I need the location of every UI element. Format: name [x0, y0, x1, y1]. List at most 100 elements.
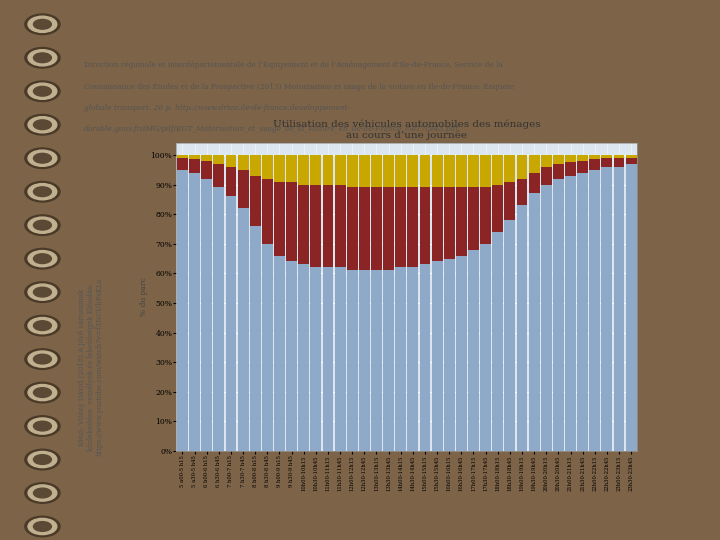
Text: Párizsi régió, a gépkocsik tartózkodási helye reggel 6-tól éjfélig 15 percenként: Párizsi régió, a gépkocsik tartózkodási … [84, 476, 477, 486]
Ellipse shape [24, 181, 60, 202]
Bar [238, 170, 248, 208]
Ellipse shape [24, 48, 60, 68]
Ellipse shape [28, 50, 57, 66]
Bar [626, 155, 636, 158]
Ellipse shape [33, 388, 51, 397]
Ellipse shape [28, 384, 57, 401]
Bar [202, 179, 212, 451]
Ellipse shape [28, 451, 57, 468]
Bar [528, 173, 539, 193]
Bar [189, 173, 200, 451]
Bar [225, 167, 236, 197]
Bar [492, 232, 503, 451]
Bar [262, 155, 273, 179]
Bar [420, 155, 431, 187]
Bar [310, 185, 321, 267]
Bar [225, 155, 236, 167]
Bar [432, 187, 443, 261]
Y-axis label: % du parc: % du parc [140, 278, 148, 316]
Bar [432, 155, 443, 187]
Ellipse shape [33, 354, 51, 364]
Bar [432, 261, 443, 451]
Text: Idézi: Vitézy Dávid (2018) A jövő városainak
közlekedése: veszélyek és lehetőség: Idézi: Vitézy Dávid (2018) A jövő városa… [78, 278, 104, 456]
Bar [528, 193, 539, 451]
Bar [516, 205, 528, 451]
Bar [213, 187, 225, 451]
Bar [408, 267, 418, 451]
Text: Direction régionale et interdépartementale de l’Équipement et de l’Aménagement d: Direction régionale et interdépartementa… [84, 60, 503, 70]
Text: globale transport. 26 p. http://www.driea.ile-de-france.developpement-: globale transport. 26 p. http://www.drie… [84, 104, 350, 112]
Bar [589, 170, 600, 451]
Bar [298, 155, 309, 185]
Bar [347, 187, 358, 271]
Ellipse shape [33, 287, 51, 297]
Bar [601, 158, 612, 167]
Bar [395, 187, 406, 267]
Bar [189, 159, 200, 173]
Ellipse shape [24, 215, 60, 235]
Bar [589, 155, 600, 159]
Bar [480, 155, 491, 187]
Bar [468, 155, 479, 187]
Bar [395, 155, 406, 187]
Ellipse shape [33, 220, 51, 230]
Bar [626, 158, 636, 164]
Bar [371, 271, 382, 451]
Bar [298, 185, 309, 265]
Bar [262, 244, 273, 451]
Ellipse shape [33, 321, 51, 330]
Ellipse shape [28, 518, 57, 535]
Bar [250, 226, 261, 451]
Bar [408, 155, 418, 187]
Bar [213, 164, 225, 187]
Bar [468, 187, 479, 249]
Bar [383, 271, 394, 451]
Ellipse shape [28, 217, 57, 233]
Bar [202, 155, 212, 161]
Ellipse shape [28, 150, 57, 166]
Bar [553, 164, 564, 179]
Bar [250, 176, 261, 226]
Bar [492, 185, 503, 232]
Bar [274, 155, 285, 181]
Ellipse shape [33, 53, 51, 63]
Ellipse shape [28, 83, 57, 99]
Ellipse shape [28, 351, 57, 367]
Ellipse shape [24, 449, 60, 470]
Ellipse shape [24, 516, 60, 537]
Bar [565, 155, 576, 163]
Bar [577, 173, 588, 451]
Ellipse shape [28, 485, 57, 501]
Bar [516, 155, 528, 179]
Bar [298, 265, 309, 451]
Ellipse shape [28, 117, 57, 133]
Bar [565, 163, 576, 176]
Bar [553, 155, 564, 164]
Ellipse shape [24, 416, 60, 436]
Bar [335, 185, 346, 267]
Ellipse shape [24, 14, 60, 35]
Ellipse shape [28, 318, 57, 334]
Bar [505, 220, 516, 451]
Bar [383, 155, 394, 187]
Ellipse shape [24, 114, 60, 135]
Bar [480, 244, 491, 451]
Ellipse shape [24, 282, 60, 302]
Ellipse shape [24, 81, 60, 102]
Ellipse shape [28, 16, 57, 32]
Bar [286, 155, 297, 181]
Ellipse shape [33, 421, 51, 431]
Bar [359, 187, 370, 271]
Ellipse shape [24, 248, 60, 269]
Bar [286, 261, 297, 451]
Ellipse shape [24, 349, 60, 369]
Bar [225, 197, 236, 451]
Bar [335, 155, 346, 185]
Bar [528, 155, 539, 173]
Bar [323, 155, 333, 185]
Bar [238, 208, 248, 451]
Bar [323, 185, 333, 267]
Ellipse shape [24, 315, 60, 336]
Bar [347, 155, 358, 187]
Text: durable.gouv.fr/IMG/pdf/EGT_Motorisation_et_usage_de_la_voiture_en_Ile-de-France: durable.gouv.fr/IMG/pdf/EGT_Motorisation… [84, 125, 459, 133]
